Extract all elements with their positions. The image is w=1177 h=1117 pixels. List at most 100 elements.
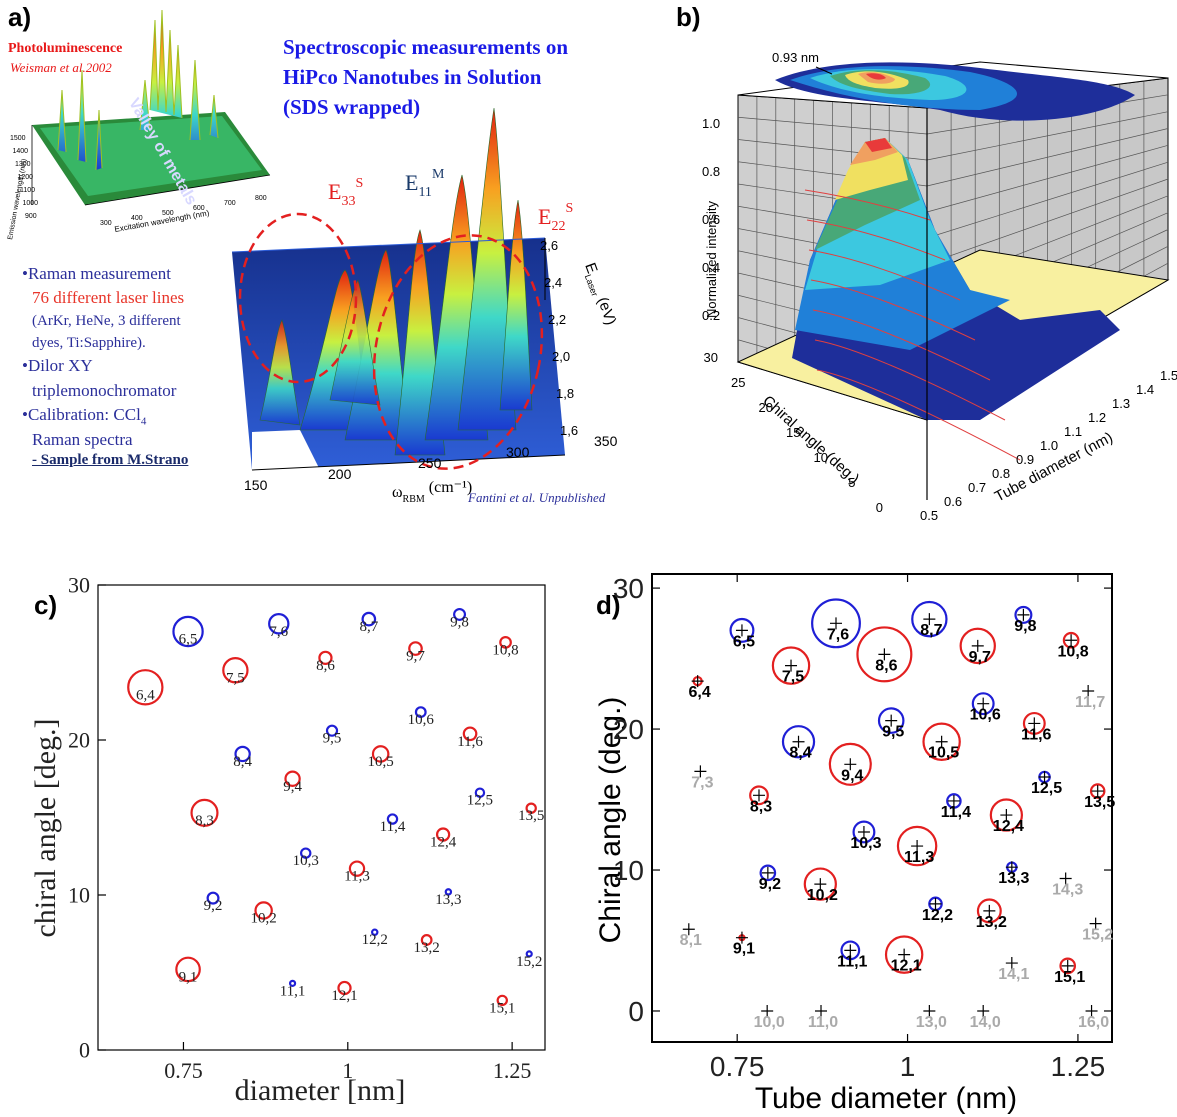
panel-b-xtick: 0.6 (944, 494, 962, 509)
chart-d-ylabel: Chiral angle (deg.) (594, 697, 627, 944)
panel-b-ztick: 0.4 (702, 260, 720, 275)
point-label-13-5: 13,5 (518, 808, 544, 824)
point-marker-10-6 (977, 697, 990, 710)
bubble-10-6 (414, 706, 427, 718)
point-label-10-6: 10,6 (408, 712, 435, 728)
point-marker-7-3 (694, 765, 707, 778)
panel-b-ztick: 0.6 (702, 212, 720, 227)
bubble-9-2 (206, 891, 220, 905)
pl-inset-title: Photoluminescence (8, 41, 122, 56)
point-marker-10-5 (935, 735, 948, 748)
pl-inset-ytick: 900 (25, 213, 37, 220)
bubble-6-5 (172, 615, 204, 648)
bubble-7-5 (222, 657, 249, 684)
y-tick-label: 30 (68, 573, 90, 598)
bubble-9-7 (959, 627, 996, 665)
panel-b-box (736, 61, 1170, 500)
point-label-11-4: 11,4 (380, 819, 406, 835)
y-tick-label: 20 (68, 728, 90, 753)
point-label-12-2: 12,2 (362, 932, 388, 948)
point-label-8-3: 8,3 (750, 798, 772, 815)
bubbles (127, 607, 537, 1007)
bubble-13-2 (976, 898, 1002, 924)
pl-inset-ytick: 1400 (13, 148, 29, 155)
point-marker-10-8 (1065, 634, 1078, 647)
point-label-8-6: 8,6 (316, 658, 335, 674)
pl-inset-ytick: 1300 (15, 161, 31, 168)
point-label-8-7: 8,7 (920, 622, 942, 639)
point-marker-8-4 (792, 735, 805, 748)
point-marker-9-7 (971, 639, 984, 652)
point-label-11-6: 11,6 (1021, 726, 1051, 743)
bubble-9-5 (325, 724, 339, 737)
point-label-11-3: 11,3 (904, 849, 934, 866)
point-marker-13-3 (1005, 861, 1018, 874)
e33-label: E33S (328, 176, 363, 209)
bubble-10-5 (371, 745, 390, 763)
point-label-10-5: 10,5 (368, 754, 394, 770)
panel-b-ytick: 10 (814, 450, 828, 465)
panel-b-xtick: 1.0 (1040, 438, 1058, 453)
bubble-6-5 (729, 617, 755, 643)
bubble-8-3 (190, 798, 219, 827)
bubble-15-1 (1059, 957, 1077, 975)
point-label-12-5: 12,5 (1031, 780, 1062, 797)
info-calibration: •Calibration: CCl4 (22, 405, 147, 428)
panel-b-ytick: 30 (704, 350, 718, 365)
e22-ellipse (372, 234, 544, 470)
panel-label-b: b) (676, 2, 701, 32)
info-raman: •Raman measurement (22, 264, 171, 283)
point-marker-13-5 (1091, 785, 1104, 798)
point-label-10-2: 10,2 (251, 911, 277, 927)
panel-b-xtick: 0.5 (920, 508, 938, 523)
bubble-11-4 (946, 793, 962, 809)
bubble-8-4 (234, 745, 251, 763)
panel-b-figure: 0.93 nm Normalized intensity 1.00.80.60.… (702, 50, 1177, 523)
info-sample: - Sample from M.Strano (32, 452, 189, 468)
panel-a-title-line-2: HiPco Nanotubes in Solution (283, 65, 542, 89)
point-marker-9-8 (1017, 608, 1030, 621)
panel-label-d: d) (596, 590, 621, 620)
panel-a-credit: Fantini et al. Unpublished (467, 490, 606, 505)
bubble-12-4 (435, 827, 451, 842)
bubble-11-1 (288, 979, 297, 987)
point-label-7-5: 7,5 (226, 670, 245, 686)
point-marker-11-6 (1028, 717, 1041, 730)
point-label-10-8: 10,8 (1058, 643, 1089, 660)
point-label-7-6: 7,6 (827, 626, 849, 643)
bubble-9-8 (453, 607, 467, 621)
bubble-10-3 (300, 847, 312, 859)
point-marker-11-3 (911, 840, 924, 853)
point-label-12-4: 12,4 (993, 818, 1024, 835)
pl-inset-xtick: 300 (100, 220, 112, 227)
point-label-8-7: 8,7 (359, 619, 378, 635)
panel-b-xtick: 0.7 (968, 480, 986, 495)
bubble-9-5 (877, 707, 905, 734)
rbm-tick: 200 (328, 466, 352, 482)
svg-text:ωRBM(cm⁻¹): ωRBM(cm⁻¹) (392, 479, 472, 505)
bubble-9-2 (759, 864, 777, 882)
e22-label: E22S (538, 201, 573, 234)
panel-a-title-line-1: Spectroscopic measurements on (283, 35, 568, 59)
panel-b-xtick: 0.8 (992, 466, 1010, 481)
point-label-8-4: 8,4 (233, 754, 252, 770)
y-tick-label: 0 (628, 996, 644, 1027)
x-tick-label: 0.75 (710, 1051, 765, 1082)
point-label-11-3: 11,3 (344, 869, 370, 885)
laser-energy-tick: 2,6 (540, 238, 558, 253)
bubble-12-1 (337, 980, 352, 996)
point-marker-9-4 (844, 758, 857, 771)
panel-b-ytick: 15 (786, 425, 800, 440)
point-label-10-6: 10,6 (970, 707, 1001, 724)
point-marker-13-0 (923, 1004, 936, 1017)
point-marker-6-5 (735, 624, 748, 637)
info-lasers: 76 different laser lines (32, 288, 185, 307)
point-label-13-2: 13,2 (414, 940, 440, 956)
pl-inset-xtick: 400 (131, 215, 143, 222)
x-tick-label: 1 (900, 1051, 916, 1082)
panel-b-xtick: 1.5 (1160, 368, 1177, 383)
panel-b-ytick: 20 (759, 400, 773, 415)
bubble-15-1 (496, 994, 508, 1007)
bubble-6-4 (127, 669, 164, 706)
point-marker-15-1 (1061, 959, 1074, 972)
